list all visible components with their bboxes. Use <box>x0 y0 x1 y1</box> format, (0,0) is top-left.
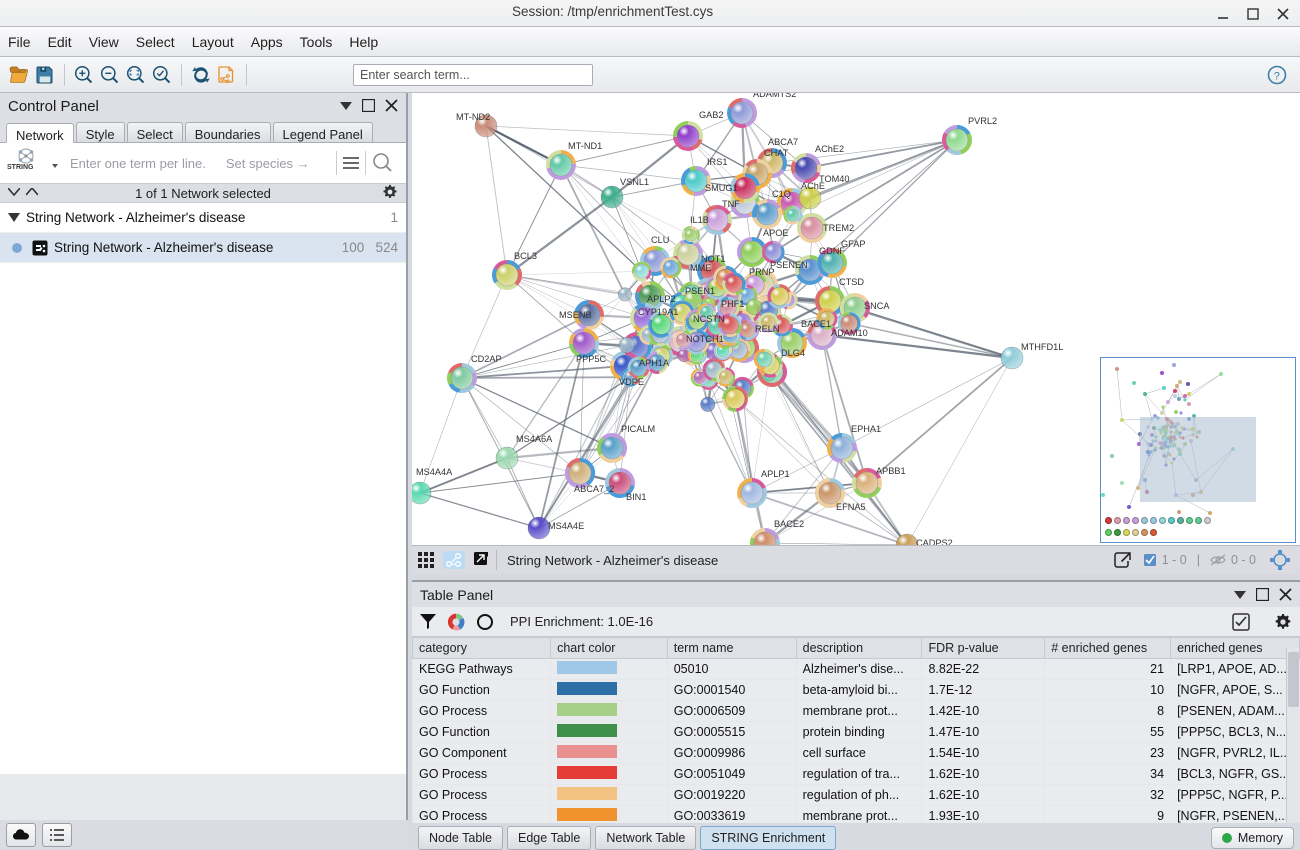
svg-text:BIN1: BIN1 <box>626 492 646 502</box>
svg-text:BACE2: BACE2 <box>774 519 804 529</box>
svg-text:NOTCH1: NOTCH1 <box>686 334 724 344</box>
svg-text:VDPE: VDPE <box>619 377 644 387</box>
svg-text:MS4A6A: MS4A6A <box>516 434 553 444</box>
svg-text:MME: MME <box>690 263 711 273</box>
svg-text:PHF1: PHF1 <box>721 299 745 309</box>
svg-text:IRS1: IRS1 <box>707 157 727 167</box>
svg-text:GAB2: GAB2 <box>699 110 724 120</box>
svg-text:DLG4: DLG4 <box>781 348 805 358</box>
svg-text:CYP19A1: CYP19A1 <box>638 307 678 317</box>
svg-text:NOT1: NOT1 <box>701 254 726 264</box>
svg-text:MS4A4A: MS4A4A <box>416 467 453 477</box>
svg-text:PSEN1: PSEN1 <box>685 286 715 296</box>
svg-text:NCSTN: NCSTN <box>693 314 725 324</box>
svg-text:RELN: RELN <box>755 324 780 334</box>
svg-text:ADAMTS2: ADAMTS2 <box>753 93 796 99</box>
svg-text:IL1B: IL1B <box>690 215 709 225</box>
svg-text:PSENEN: PSENEN <box>770 260 808 270</box>
svg-text:APH1A: APH1A <box>639 358 670 368</box>
svg-text:PVRL2: PVRL2 <box>968 116 997 126</box>
svg-text:?: ? <box>1274 70 1280 82</box>
svg-text:PRNP: PRNP <box>749 267 775 277</box>
svg-text:ABCA7: ABCA7 <box>768 137 798 147</box>
svg-text:MT-ND1: MT-ND1 <box>568 141 602 151</box>
svg-text:TREM2: TREM2 <box>823 223 854 233</box>
svg-text:GFAP: GFAP <box>841 239 866 249</box>
svg-text:CD2AP: CD2AP <box>471 354 502 364</box>
svg-text:APLP1: APLP1 <box>761 469 790 479</box>
svg-text:PICALM: PICALM <box>621 424 655 434</box>
svg-text:ADAM10: ADAM10 <box>831 328 868 338</box>
svg-text:BCL3: BCL3 <box>514 251 537 261</box>
svg-text:CHAT: CHAT <box>764 148 789 158</box>
svg-text:SNCA: SNCA <box>864 301 890 311</box>
svg-text:CTSD: CTSD <box>839 277 864 287</box>
svg-text:MTHFD1L: MTHFD1L <box>1021 342 1063 352</box>
svg-text:BACE1: BACE1 <box>801 319 831 329</box>
svg-text:EFNA5: EFNA5 <box>836 502 866 512</box>
svg-text:CLU: CLU <box>651 235 669 245</box>
svg-text:APLP2: APLP2 <box>647 294 676 304</box>
svg-text:EPHA1: EPHA1 <box>851 424 881 434</box>
svg-text:APOE: APOE <box>763 228 789 238</box>
svg-text:APBB1: APBB1 <box>876 466 906 476</box>
svg-text:MS4A4E: MS4A4E <box>548 521 584 531</box>
svg-text:STRING: STRING <box>7 164 34 171</box>
svg-text:C1Q: C1Q <box>772 189 791 199</box>
svg-text:VSNL1: VSNL1 <box>620 177 649 187</box>
svg-text:TNF: TNF <box>722 199 740 209</box>
svg-text:PPP5C: PPP5C <box>576 354 606 364</box>
svg-text:ABCA7_2: ABCA7_2 <box>574 484 614 494</box>
svg-text:MSENB: MSENB <box>559 310 592 320</box>
svg-text:MT-ND2: MT-ND2 <box>456 112 490 122</box>
svg-text:SMUG1: SMUG1 <box>705 183 738 193</box>
svg-text:TOM40: TOM40 <box>819 174 849 184</box>
svg-text:AChE2: AChE2 <box>815 144 844 154</box>
